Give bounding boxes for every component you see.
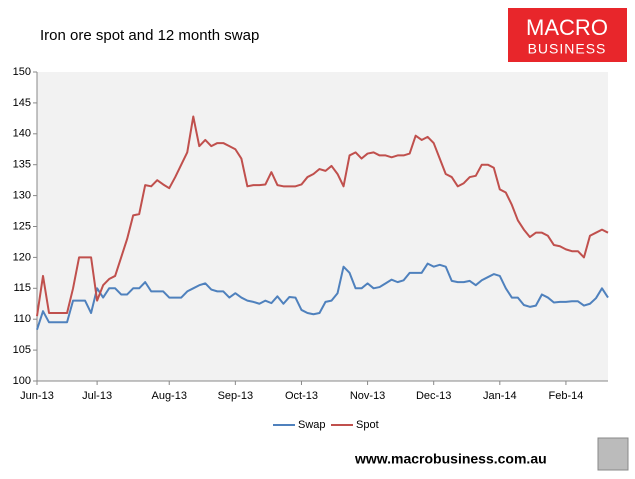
- logo-text: BUSINESS: [528, 41, 607, 57]
- y-tick-label: 125: [13, 220, 31, 232]
- x-tick-label: Dec-13: [416, 390, 451, 402]
- x-tick-label: Jun-13: [20, 390, 54, 402]
- plot-area: [37, 72, 608, 381]
- logo-text: MACRO: [526, 15, 608, 40]
- footer-url: www.macrobusiness.com.au: [354, 451, 547, 467]
- x-tick-label: Feb-14: [548, 390, 583, 402]
- y-tick-label: 145: [13, 97, 31, 109]
- y-tick-label: 135: [13, 159, 31, 171]
- x-tick-label: Jan-14: [483, 390, 517, 402]
- legend-label: Spot: [356, 419, 379, 431]
- y-tick-label: 120: [13, 251, 31, 263]
- y-tick-label: 100: [13, 375, 31, 387]
- x-tick-label: Jul-13: [82, 390, 112, 402]
- y-tick-label: 150: [13, 66, 31, 78]
- x-tick-label: Aug-13: [151, 390, 186, 402]
- y-tick-label: 130: [13, 190, 31, 202]
- x-tick-label: Sep-13: [218, 390, 253, 402]
- legend-label: Swap: [298, 419, 326, 431]
- x-tick-label: Nov-13: [350, 390, 385, 402]
- y-tick-label: 110: [13, 313, 31, 325]
- chart-title: Iron ore spot and 12 month swap: [40, 27, 259, 44]
- x-tick-label: Oct-13: [285, 390, 318, 402]
- y-tick-label: 115: [13, 282, 31, 294]
- y-tick-label: 105: [13, 344, 31, 356]
- logo: [508, 8, 627, 62]
- y-tick-label: 140: [13, 128, 31, 140]
- line-series: [36, 115, 609, 317]
- line-series: [36, 262, 609, 331]
- wolf-icon: [597, 437, 629, 471]
